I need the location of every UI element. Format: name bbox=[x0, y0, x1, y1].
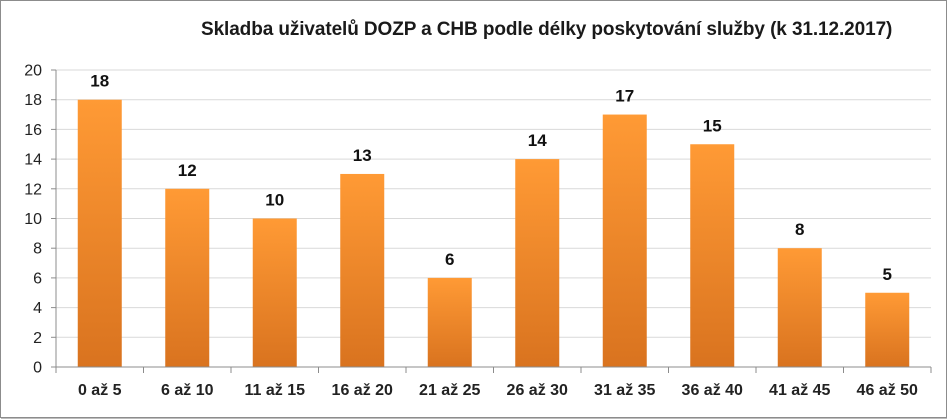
data-label: 13 bbox=[353, 146, 372, 165]
y-tick-label: 0 bbox=[33, 360, 42, 377]
chart-title: Skladba uživatelů DOZP a CHB podle délky… bbox=[201, 19, 893, 40]
x-tick-label: 46 až 50 bbox=[857, 382, 918, 399]
bar bbox=[252, 218, 297, 367]
bar bbox=[777, 248, 822, 367]
bars bbox=[77, 99, 910, 367]
y-tick-label: 10 bbox=[24, 211, 42, 228]
x-tick-label: 26 až 30 bbox=[507, 382, 568, 399]
bar bbox=[690, 144, 735, 367]
data-label: 12 bbox=[178, 161, 197, 180]
data-label: 8 bbox=[795, 220, 804, 239]
y-tick-label: 14 bbox=[24, 152, 42, 169]
y-tick-label: 6 bbox=[33, 270, 42, 287]
y-tick-label: 8 bbox=[33, 241, 42, 258]
x-tick-label: 31 až 35 bbox=[594, 382, 655, 399]
data-label: 6 bbox=[445, 250, 454, 269]
bar bbox=[427, 277, 472, 367]
y-tick-label: 20 bbox=[24, 63, 42, 80]
bar bbox=[340, 173, 385, 367]
bar bbox=[865, 292, 910, 367]
bar bbox=[515, 159, 560, 367]
data-label: 5 bbox=[883, 265, 892, 284]
data-label: 10 bbox=[265, 191, 284, 210]
y-tick-label: 16 bbox=[24, 122, 42, 139]
x-tick-label: 16 až 20 bbox=[332, 382, 393, 399]
x-tick-label: 6 až 10 bbox=[161, 382, 214, 399]
bar bbox=[602, 114, 647, 367]
y-tick-label: 2 bbox=[33, 330, 42, 347]
data-label: 15 bbox=[703, 116, 722, 135]
bar bbox=[77, 99, 122, 367]
y-tick-label: 12 bbox=[24, 181, 42, 198]
x-tick-label: 21 až 25 bbox=[419, 382, 480, 399]
labels: 0 2 4 6 8 10 12 14 16 18 20 18 0 až 5 12 6 až 10 10 11 a… bbox=[24, 63, 918, 400]
data-label: 17 bbox=[615, 87, 634, 106]
y-tick-label: 4 bbox=[33, 300, 42, 317]
axes bbox=[51, 69, 932, 373]
x-tick-label: 11 až 15 bbox=[245, 382, 306, 399]
y-tick-label: 18 bbox=[24, 92, 42, 109]
data-label: 14 bbox=[528, 131, 547, 150]
data-label: 18 bbox=[90, 72, 109, 91]
x-tick-label: 0 až 5 bbox=[78, 382, 122, 399]
bar bbox=[165, 188, 210, 367]
x-tick-label: 36 až 40 bbox=[682, 382, 743, 399]
x-tick-label: 41 až 45 bbox=[769, 382, 830, 399]
